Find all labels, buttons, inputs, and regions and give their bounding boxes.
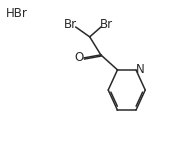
Text: O: O (74, 51, 84, 64)
Text: Br: Br (64, 18, 77, 31)
Text: Br: Br (100, 18, 113, 31)
Text: N: N (136, 63, 145, 76)
Text: HBr: HBr (6, 7, 27, 20)
